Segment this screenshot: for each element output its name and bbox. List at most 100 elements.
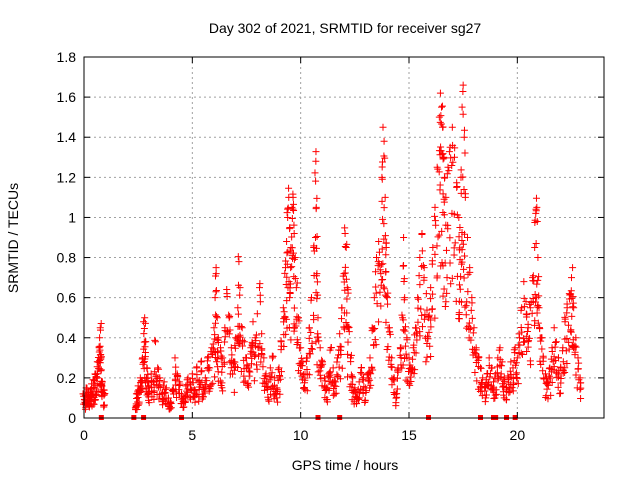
data-point <box>330 382 338 390</box>
data-point <box>288 244 296 252</box>
data-point <box>249 318 257 326</box>
data-point <box>518 351 526 359</box>
data-point <box>542 370 549 378</box>
data-point <box>437 143 445 151</box>
data-point <box>181 399 189 407</box>
data-point <box>231 344 239 352</box>
data-point <box>448 161 456 169</box>
data-point <box>428 305 436 313</box>
data-point <box>529 294 537 302</box>
data-point <box>235 258 243 266</box>
data-point <box>509 387 517 395</box>
data-point <box>312 244 320 252</box>
data-point <box>470 324 478 332</box>
data-point <box>443 170 451 178</box>
data-point <box>507 358 515 366</box>
data-point <box>539 352 547 360</box>
data-point <box>462 302 470 310</box>
data-point <box>219 387 227 395</box>
data-point <box>280 342 288 350</box>
data-point <box>441 174 449 182</box>
data-point <box>435 113 443 121</box>
data-point <box>445 167 453 175</box>
plot-frame <box>83 56 605 419</box>
data-point <box>205 387 213 395</box>
data-point <box>319 360 327 368</box>
data-point <box>468 314 476 322</box>
data-point <box>305 371 313 379</box>
data-point <box>455 213 463 221</box>
data-point <box>92 373 100 381</box>
data-point <box>162 384 170 392</box>
data-point <box>283 238 291 246</box>
data-point <box>290 221 298 229</box>
data-point <box>316 344 324 352</box>
data-point <box>490 378 497 386</box>
data-point <box>336 330 344 338</box>
data-point <box>191 398 199 406</box>
data-point <box>329 364 337 372</box>
data-point <box>285 184 293 192</box>
data-point <box>413 336 421 344</box>
data-point <box>398 364 406 372</box>
data-point <box>366 354 374 362</box>
data-point <box>312 177 320 185</box>
data-point <box>297 344 305 352</box>
data-point <box>301 374 309 382</box>
data-point <box>252 351 260 359</box>
data-point <box>230 388 238 396</box>
data-point <box>342 244 350 252</box>
data-point <box>96 342 104 350</box>
data-point <box>545 372 553 380</box>
data-point <box>367 370 375 378</box>
data-point <box>438 102 446 110</box>
data-point <box>500 377 508 385</box>
data-point <box>469 329 477 337</box>
data-point <box>373 300 381 308</box>
data-point <box>442 246 450 254</box>
data-point <box>307 345 315 353</box>
data-point <box>141 338 149 346</box>
data-point <box>520 303 528 311</box>
data-point <box>446 259 454 267</box>
data-point <box>402 323 410 331</box>
axes <box>83 56 605 419</box>
data-point <box>379 158 387 166</box>
data-point <box>447 154 455 162</box>
data-point <box>375 238 383 246</box>
data-point <box>438 103 445 111</box>
data-point <box>341 224 349 232</box>
data-point <box>574 354 582 362</box>
data-point <box>538 345 546 353</box>
data-point <box>175 381 183 389</box>
data-point <box>316 367 324 375</box>
data-point <box>417 305 425 313</box>
data-point <box>368 364 376 372</box>
data-point <box>284 213 292 221</box>
data-point <box>161 385 169 393</box>
data-point <box>450 251 458 259</box>
data-point <box>380 285 388 293</box>
data-point <box>458 103 466 111</box>
data-point <box>510 346 518 354</box>
data-point <box>257 358 265 366</box>
data-point <box>456 285 464 293</box>
data-point <box>431 250 439 258</box>
data-point <box>459 87 467 95</box>
data-point <box>204 353 212 361</box>
data-point <box>402 342 410 350</box>
data-point <box>321 374 328 382</box>
data-point <box>189 379 197 387</box>
data-point <box>445 148 453 156</box>
data-point <box>307 328 315 336</box>
data-point <box>531 290 539 298</box>
data-point <box>576 385 584 393</box>
data-point <box>218 368 226 376</box>
data-point <box>457 166 465 174</box>
data-point <box>400 278 408 286</box>
data-point <box>418 231 426 239</box>
data-point <box>254 344 262 352</box>
data-point <box>370 325 378 333</box>
data-point <box>237 322 245 330</box>
data-point <box>455 233 463 241</box>
